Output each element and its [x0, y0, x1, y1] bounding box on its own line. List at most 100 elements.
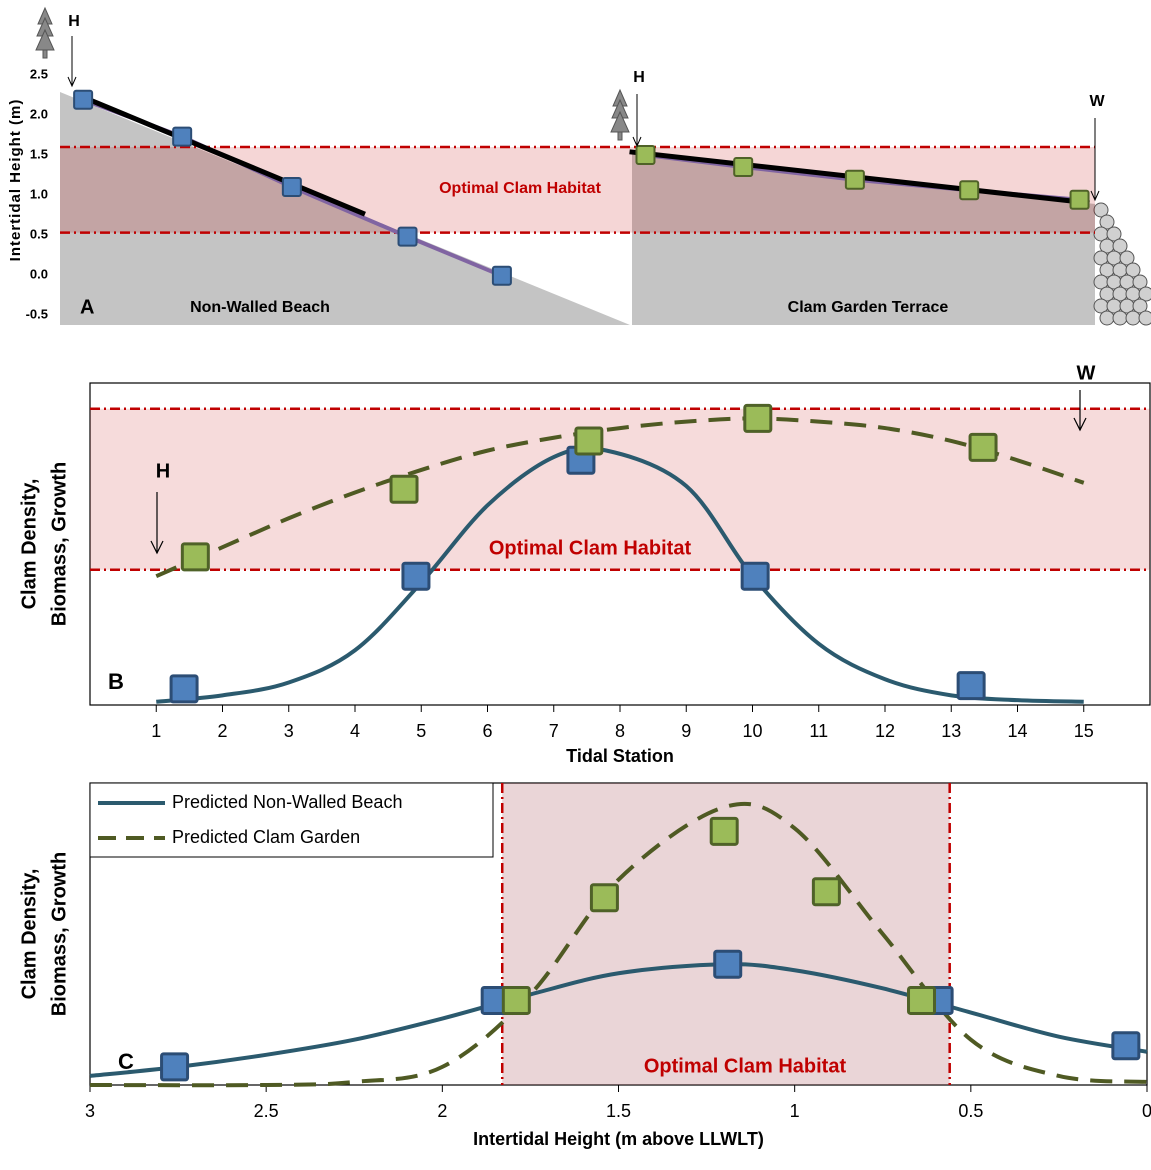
rock: [1125, 262, 1141, 278]
arrow-label: W: [1089, 93, 1105, 110]
y-tick-label: 2.0: [30, 106, 48, 121]
data-point: [907, 985, 937, 1015]
x-tick-label: 2.5: [254, 1101, 279, 1121]
y-tick-label: 0.5: [30, 226, 48, 241]
data-point: [709, 816, 739, 846]
x-tick-label: 1: [790, 1101, 800, 1121]
y-axis-label: Clam Density,: [18, 479, 40, 610]
x-tick-label: 1.5: [606, 1101, 631, 1121]
rock: [1099, 310, 1115, 326]
rock: [1132, 274, 1148, 290]
rock: [1125, 310, 1141, 326]
trend-line: [82, 95, 366, 217]
x-tick-label: 3: [85, 1101, 95, 1121]
region-label: Clam Garden Terrace: [788, 299, 949, 316]
habitat-label: Optimal Clam Habitat: [644, 1055, 847, 1077]
data-point: [811, 877, 841, 907]
arrow-head: [1073, 417, 1087, 432]
predicted-curve: [89, 801, 1148, 1088]
rock: [1138, 286, 1151, 302]
data-point: [491, 265, 512, 286]
y-axis-label: Clam Density,: [18, 869, 40, 1000]
x-tick-label: 3: [284, 721, 294, 741]
data-point: [844, 169, 865, 190]
legend-label: Predicted Non-Walled Beach: [172, 792, 402, 812]
y-tick-label: 0.0: [30, 266, 48, 281]
data-point: [169, 674, 199, 704]
arrow-label: H: [156, 460, 170, 482]
data-point: [281, 177, 302, 197]
x-axis-label: Intertidal Height (m above LLWLT): [473, 1129, 764, 1149]
predicted-curve: [89, 962, 1148, 1078]
x-tick-label: 0.5: [958, 1101, 983, 1121]
x-tick-label: 4: [350, 721, 360, 741]
habitat-label: Optimal Clam Habitat: [439, 180, 601, 197]
y-tick-label: 1.0: [30, 186, 48, 201]
y-axis-label: Biomass, Growth: [48, 462, 70, 626]
x-tick-label: 14: [1007, 721, 1027, 741]
y-axis-label: Intertidal Height (m): [7, 99, 24, 262]
region-label: Non-Walled Beach: [190, 299, 330, 316]
panel-label: A: [80, 296, 94, 318]
rock: [1099, 214, 1115, 230]
rock: [1093, 202, 1109, 218]
x-tick-label: 8: [615, 721, 625, 741]
arrow-head: [67, 76, 77, 88]
data-point: [397, 226, 418, 247]
arrow-label: W: [1077, 362, 1096, 384]
x-tick-label: 2: [437, 1101, 447, 1121]
data-point: [959, 180, 980, 201]
data-point: [740, 561, 770, 591]
x-tick-label: 7: [549, 721, 559, 741]
data-point: [968, 432, 998, 462]
data-point: [160, 1052, 190, 1082]
x-axis-label: Tidal Station: [566, 746, 674, 766]
data-point: [574, 426, 604, 456]
rock: [1132, 298, 1148, 314]
x-tick-label: 6: [482, 721, 492, 741]
x-tick-label: 9: [681, 721, 691, 741]
data-point: [956, 671, 986, 701]
x-tick-label: 0: [1142, 1101, 1151, 1121]
arrow-head: [632, 136, 642, 148]
rock: [1138, 310, 1151, 326]
y-axis-label: Biomass, Growth: [48, 852, 70, 1016]
data-point: [389, 474, 419, 504]
x-tick-label: 13: [941, 721, 961, 741]
x-tick-label: 11: [809, 721, 828, 741]
data-point: [733, 157, 754, 177]
data-point: [180, 542, 210, 572]
predicted-curve: [155, 416, 1085, 579]
data-point: [172, 126, 193, 147]
arrow-label: H: [68, 13, 80, 30]
data-point: [713, 949, 743, 979]
rock-wall: [1093, 202, 1151, 326]
y-tick-label: 2.5: [30, 66, 48, 81]
rock: [1119, 250, 1135, 266]
legend-box: [89, 782, 494, 858]
x-tick-label: 10: [742, 721, 762, 741]
rock: [1112, 238, 1128, 254]
data-point: [501, 985, 531, 1015]
rock: [1106, 226, 1122, 242]
tree-icon: [35, 6, 630, 141]
y-tick-label: -0.5: [26, 306, 48, 321]
predicted-curve: [156, 446, 1084, 704]
x-tick-label: 1: [151, 721, 161, 741]
panel-label: C: [118, 1049, 134, 1074]
data-point: [1111, 1031, 1141, 1061]
x-tick-label: 12: [875, 721, 895, 741]
arrow-label: H: [633, 69, 645, 86]
terrace-ground: [632, 150, 1095, 325]
habitat-label: Optimal Clam Habitat: [489, 537, 692, 559]
data-point: [1069, 189, 1090, 210]
data-point: [743, 403, 773, 433]
arrow-head: [150, 540, 164, 555]
arrow-head: [1090, 190, 1100, 202]
x-tick-label: 5: [416, 721, 426, 741]
data-point: [635, 145, 656, 165]
data-point: [73, 89, 94, 110]
rock: [1112, 310, 1128, 326]
